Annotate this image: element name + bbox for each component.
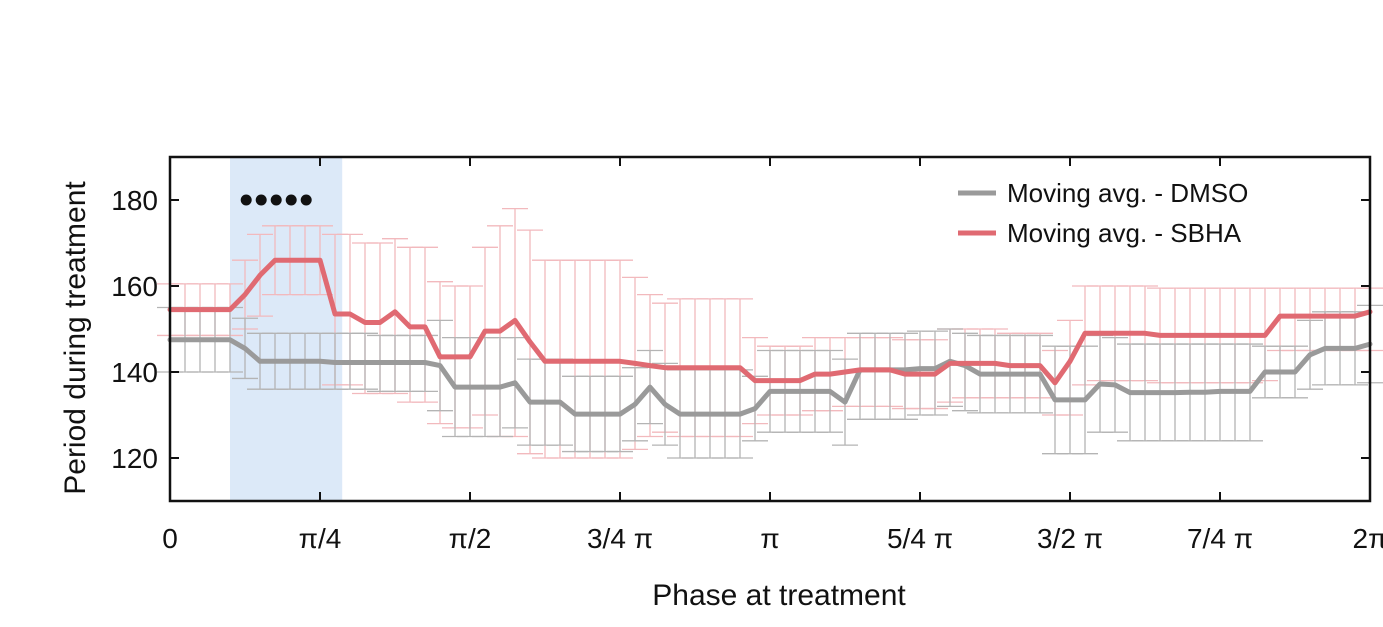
series-line-sbha <box>167 257 1373 386</box>
significance-dot <box>255 194 267 206</box>
x-tick-label: 3/4 π <box>587 523 653 554</box>
x-tick-label: π <box>760 523 779 554</box>
y-tick-label: 140 <box>111 357 158 388</box>
series-line-layer <box>167 257 1373 417</box>
legend-label-dmso: Moving avg. - DMSO <box>1007 178 1248 208</box>
x-tick-label: 7/4 π <box>1187 523 1253 554</box>
x-tick-label: π/4 <box>299 523 342 554</box>
axis-ticks: 0 π/4 π/2 3/4 π π 5/4 π 3/2 π 7/4 π 2π 120 140 160 1… <box>111 157 1383 554</box>
y-tick-label: 160 <box>111 271 158 302</box>
x-tick-label: π/2 <box>449 523 492 554</box>
x-tick-label: 2π <box>1353 523 1383 554</box>
legend: Moving avg. - DMSO Moving avg. - SBHA <box>958 178 1248 248</box>
significance-dot <box>285 194 297 206</box>
y-axis-title: Period during treatment <box>59 181 92 495</box>
significance-dot <box>300 194 312 206</box>
x-tick-label: 5/4 π <box>887 523 953 554</box>
significance-dot <box>240 194 252 206</box>
x-tick-label: 0 <box>162 523 178 554</box>
significance-dot <box>270 194 282 206</box>
y-tick-label: 180 <box>111 185 158 216</box>
series-line-dmso <box>167 337 1373 417</box>
x-axis-title: Phase at treatment <box>652 579 906 612</box>
legend-label-sbha: Moving avg. - SBHA <box>1007 218 1242 248</box>
significance-marker-layer <box>240 194 312 206</box>
x-tick-label: 3/2 π <box>1037 523 1103 554</box>
y-tick-label: 120 <box>111 443 158 474</box>
